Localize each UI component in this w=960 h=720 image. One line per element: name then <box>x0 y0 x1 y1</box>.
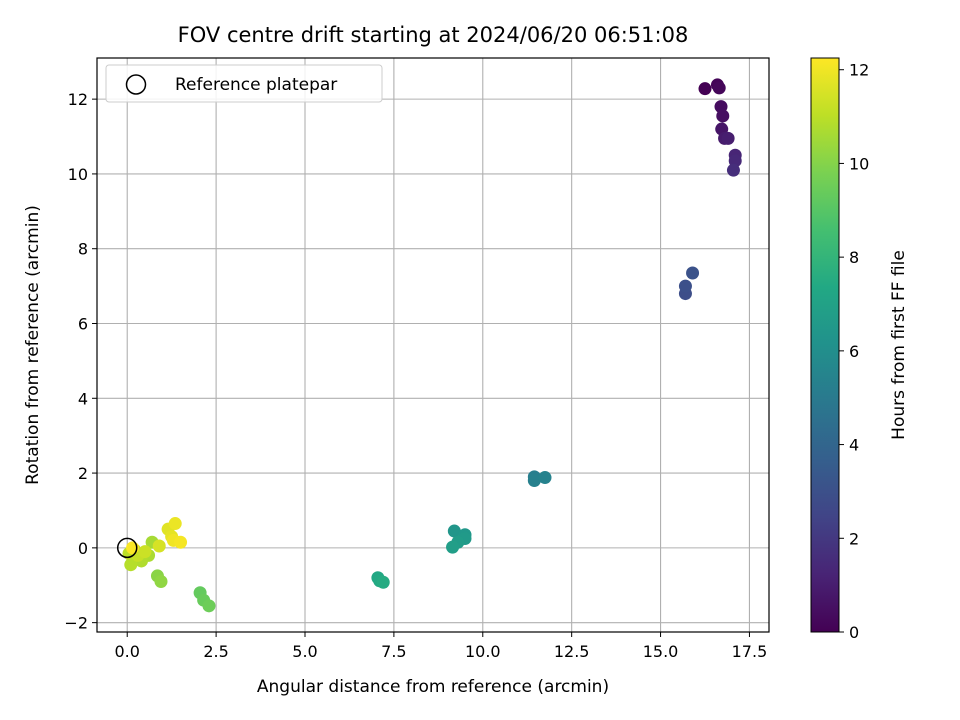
colorbar-tick-label: 4 <box>849 436 859 455</box>
data-point <box>124 558 138 572</box>
x-tick-label: 15.0 <box>643 642 679 661</box>
y-tick-label: 12 <box>68 90 88 109</box>
y-tick-label: 2 <box>78 464 88 483</box>
x-axis-ticks: 0.0 2.5 5.0 7.5 10.0 12.5 15.0 17.5 <box>114 632 767 661</box>
y-tick-label: 0 <box>78 539 88 558</box>
data-point <box>174 535 188 549</box>
data-point <box>527 474 541 488</box>
data-point <box>168 517 182 531</box>
y-tick-label: −2 <box>64 614 88 633</box>
y-axis-title: Rotation from reference (arcmin) <box>23 205 43 485</box>
x-tick-label: 7.5 <box>381 642 406 661</box>
y-tick-label: 6 <box>78 314 88 333</box>
colorbar <box>810 57 840 633</box>
y-axis-ticks: −2 0 2 4 6 8 10 12 <box>64 90 97 633</box>
colorbar-ticks: 0 2 4 6 8 10 12 <box>839 61 869 642</box>
data-point <box>447 524 461 538</box>
colorbar-tick-label: 12 <box>849 61 869 80</box>
y-tick-label: 8 <box>78 240 88 259</box>
colorbar-tick-label: 6 <box>849 342 859 361</box>
legend: Reference platepar <box>105 64 383 103</box>
data-point <box>138 545 152 559</box>
x-tick-label: 17.5 <box>732 642 768 661</box>
data-point <box>726 163 740 177</box>
x-tick-label: 10.0 <box>465 642 501 661</box>
data-point <box>202 599 216 613</box>
data-point <box>538 471 552 485</box>
x-tick-label: 2.5 <box>203 642 228 661</box>
y-tick-label: 4 <box>78 389 88 408</box>
data-point <box>716 109 730 123</box>
data-point <box>712 81 726 95</box>
data-points <box>122 78 742 613</box>
data-point <box>376 575 390 589</box>
data-point <box>698 82 712 96</box>
data-point <box>446 540 460 554</box>
data-point <box>721 131 735 145</box>
data-point <box>152 539 166 553</box>
x-tick-label: 5.0 <box>292 642 317 661</box>
x-axis-title: Angular distance from reference (arcmin) <box>257 677 609 697</box>
data-point <box>154 575 168 589</box>
colorbar-tick-label: 0 <box>849 623 859 642</box>
legend-reference-marker <box>125 74 147 95</box>
data-point <box>678 279 692 293</box>
grid-lines <box>97 58 769 632</box>
chart-title: FOV centre drift starting at 2024/06/20 … <box>178 23 689 47</box>
legend-box <box>105 64 383 103</box>
x-tick-label: 0.0 <box>114 642 139 661</box>
reference-platepar-marker <box>116 537 138 559</box>
colorbar-label: Hours from first FF file <box>889 250 909 440</box>
colorbar-tick-label: 10 <box>849 154 869 173</box>
data-point <box>686 266 700 280</box>
colorbar-tick-label: 2 <box>849 529 859 548</box>
reference-marker-layer <box>116 537 138 559</box>
legend-label: Reference platepar <box>175 75 337 95</box>
plot-area-frame <box>96 57 770 633</box>
y-tick-label: 10 <box>68 165 88 184</box>
x-tick-label: 12.5 <box>554 642 590 661</box>
colorbar-tick-label: 8 <box>849 248 859 267</box>
